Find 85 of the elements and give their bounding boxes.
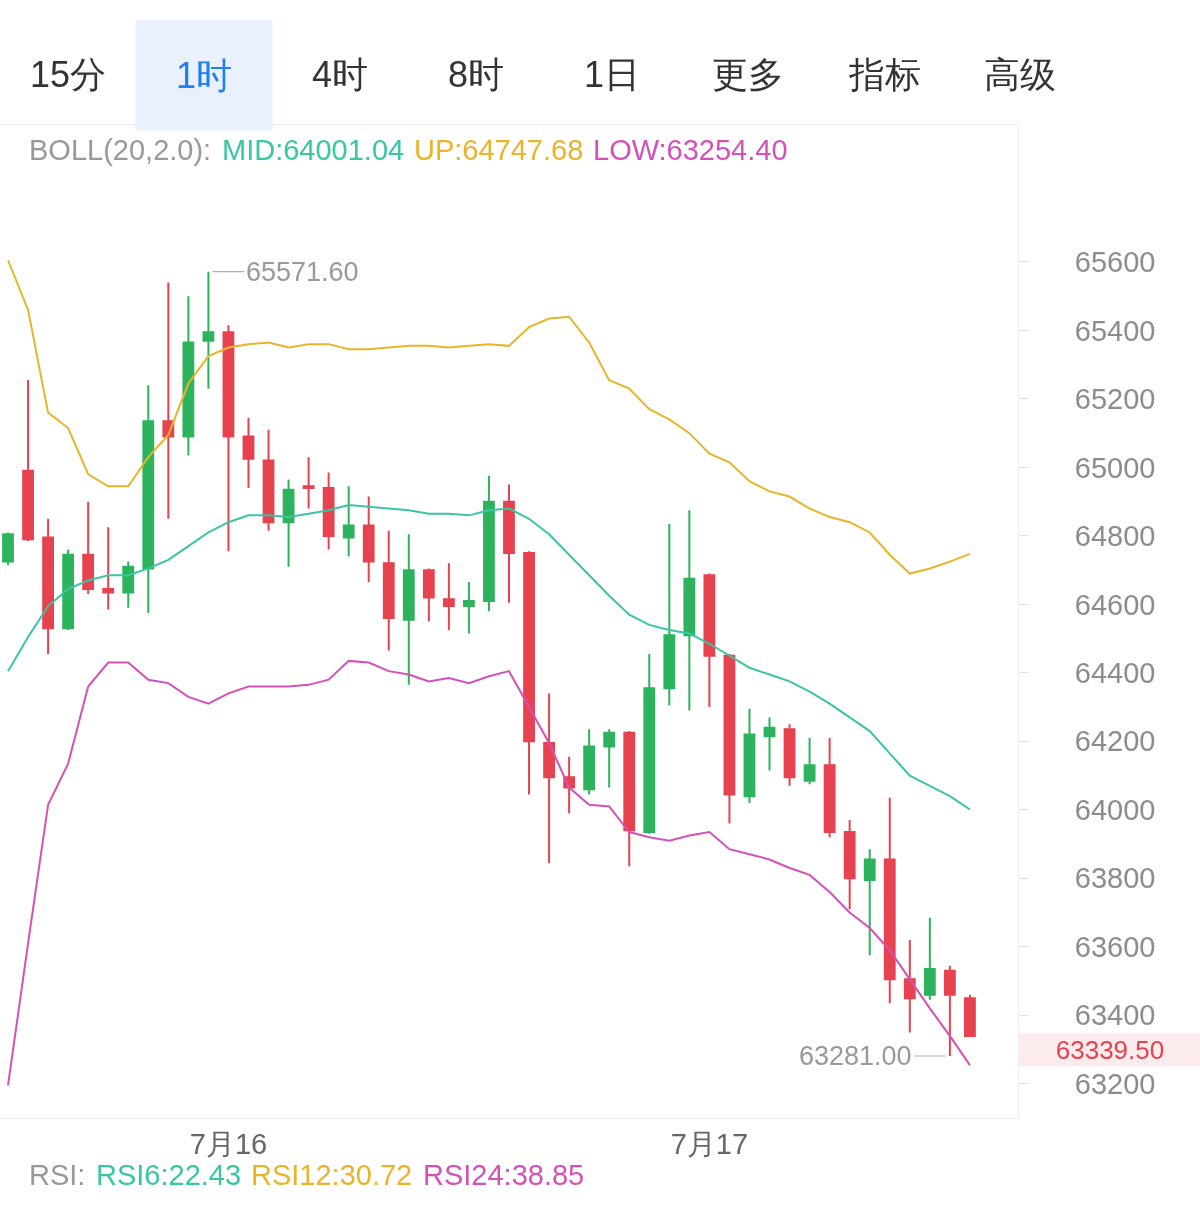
candlestick: [322, 471, 335, 551]
y-tick-label: 65000: [1074, 451, 1156, 484]
x-tick-label: 7月16: [189, 1127, 268, 1160]
candlestick: [463, 581, 475, 635]
y-tick-label: 64200: [1074, 725, 1156, 758]
candlestick: [803, 736, 816, 786]
legend-title: BOLL(20,2.0):: [29, 134, 212, 166]
candlestick: [42, 517, 54, 656]
candlestick: [843, 819, 856, 911]
text: 8时: [448, 54, 505, 95]
annotation: 63281.00: [799, 1041, 912, 1071]
y-tick-label: 64800: [1074, 520, 1156, 553]
text: RSI24:38.85: [423, 1159, 585, 1191]
candlestick: [82, 500, 95, 596]
candlestick: [182, 295, 195, 457]
line-series: [7, 259, 971, 575]
candlestick: [863, 848, 876, 957]
candlestick: [402, 533, 415, 686]
y-tick-label: 65400: [1074, 314, 1156, 347]
text: 15分: [30, 54, 107, 95]
text: RSI:: [29, 1159, 86, 1191]
text: 指标: [848, 54, 921, 95]
text: 高级: [984, 54, 1056, 95]
candlestick: [342, 485, 355, 558]
text: 4时: [312, 54, 369, 95]
y-tick-label: 63600: [1074, 930, 1156, 963]
y-tick-label: 63400: [1074, 999, 1156, 1032]
candlestick: [483, 474, 495, 613]
candlestick: [703, 572, 716, 709]
candlestick: [2, 531, 14, 566]
candlestick: [964, 993, 976, 1037]
candlestick: [242, 416, 255, 489]
candlestick: [663, 522, 676, 707]
candlestick: [122, 560, 135, 609]
text: UP:64747.68: [414, 134, 584, 166]
text: MID:64001.04: [222, 134, 405, 166]
text: RSI12:30.72: [251, 1159, 413, 1191]
candlestick: [543, 692, 555, 864]
candlestick: [523, 550, 535, 796]
candlestick: [422, 567, 435, 623]
candlestick: [22, 379, 34, 543]
text: 1日: [584, 54, 641, 95]
candlestick: [743, 707, 756, 804]
text: RSI6:22.43: [96, 1159, 242, 1191]
annotation: 65571.60: [246, 257, 359, 287]
candlestick: [222, 324, 235, 553]
candlestick: [62, 548, 75, 632]
x-tick-label: 7月17: [670, 1127, 749, 1160]
candlestick: [162, 281, 175, 520]
candlestick: [583, 728, 596, 796]
line-series: [7, 504, 971, 811]
candlestick: [623, 730, 636, 868]
candlestick: [382, 529, 395, 652]
candlestick: [683, 509, 696, 712]
candlestick: [262, 428, 275, 532]
candlestick: [943, 964, 956, 1058]
line-series: [7, 659, 971, 1087]
y-tick-label: 64600: [1074, 588, 1156, 621]
candlestick: [603, 728, 616, 789]
text: LOW:63254.40: [593, 134, 788, 166]
candlestick: [783, 723, 796, 787]
y-tick-label: 65600: [1074, 246, 1156, 279]
text: 1时: [175, 54, 233, 96]
candlestick: [142, 384, 155, 614]
y-tick-label: 63800: [1074, 862, 1156, 895]
candlestick: [503, 483, 515, 604]
candlestick: [823, 736, 836, 839]
candlestick: [763, 716, 776, 772]
text: 63339.50: [1055, 1035, 1165, 1065]
candlestick: [923, 916, 936, 1001]
y-tick-label: 64400: [1074, 657, 1156, 690]
candlestick: [362, 495, 375, 584]
candlestick: [302, 456, 315, 510]
candlestick: [282, 478, 295, 568]
y-tick-label: 65200: [1074, 383, 1156, 416]
candlestick: [643, 653, 656, 835]
candlestick: [723, 654, 736, 825]
y-tick-label: 63200: [1074, 1067, 1156, 1100]
candlestick: [102, 526, 115, 611]
candlestick: [903, 938, 916, 1034]
candlestick: [883, 796, 896, 1005]
text: 更多: [712, 54, 784, 95]
y-tick-label: 64000: [1074, 793, 1156, 826]
candlestick: [202, 270, 215, 390]
candlestick: [442, 562, 455, 632]
